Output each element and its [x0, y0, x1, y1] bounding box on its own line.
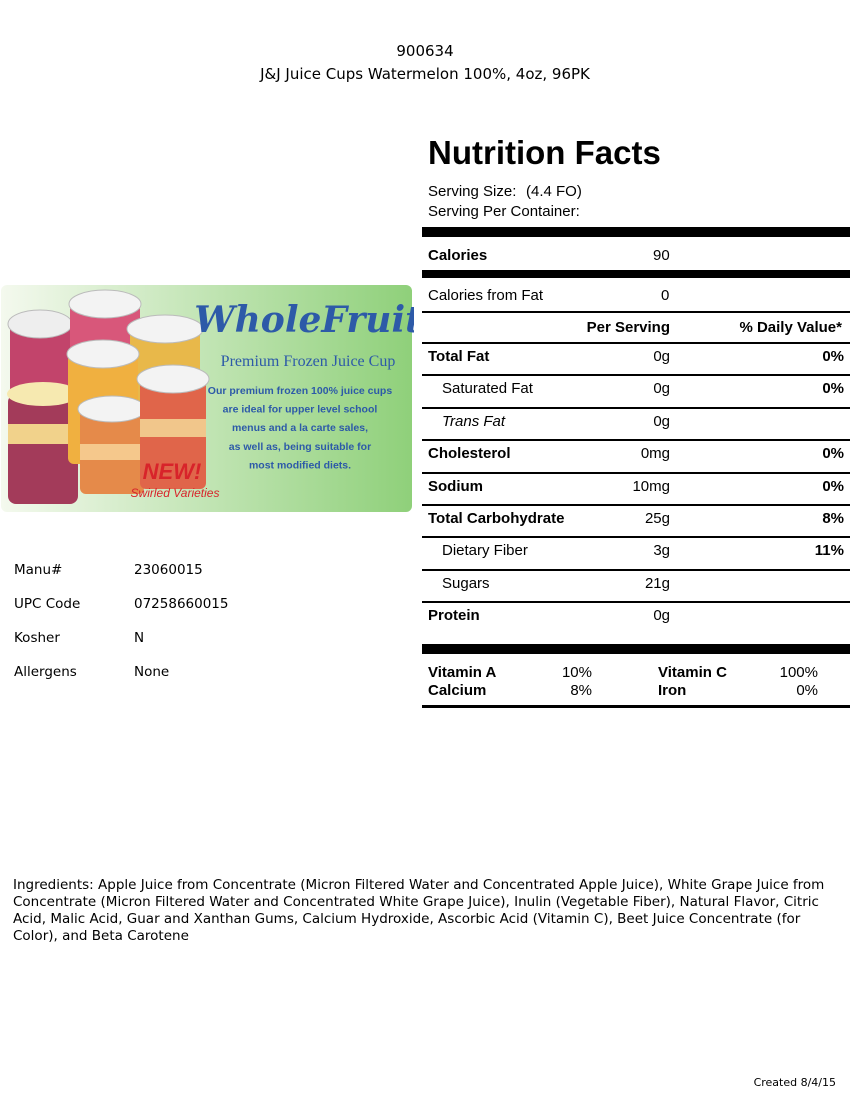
nutrient-amount: 0g	[653, 348, 670, 365]
description-line: Our premium frozen 100% juice cups	[208, 385, 393, 397]
rule	[422, 471, 850, 474]
rule	[422, 536, 850, 539]
nutrient-amount: 0g	[653, 380, 670, 398]
rule	[422, 374, 850, 377]
detail-value: N	[134, 630, 145, 646]
servings-label: Serving Per Container:	[428, 203, 580, 220]
vitamin-name: Vitamin C	[658, 664, 727, 681]
promo-image: WholeFruit Premium Frozen Juice Cup Our …	[1, 285, 414, 512]
vitamin-name: Iron	[658, 682, 687, 699]
rule	[422, 439, 850, 442]
nutrient-name: Saturated Fat	[442, 380, 533, 398]
rule	[422, 311, 850, 313]
nutrient-name: Sodium	[428, 477, 483, 495]
badge: NEW!	[143, 459, 202, 484]
nutrient-daily-value: 0%	[822, 380, 844, 398]
serving-size: (4.4 FO)	[526, 183, 582, 200]
nutrient-name: Sugars	[442, 574, 490, 592]
calories-from-fat-value: 0	[661, 287, 670, 304]
nutrition-title: Nutrition Facts	[428, 134, 661, 171]
rule	[422, 342, 850, 344]
detail-value: None	[134, 664, 170, 680]
vitamin-value: 10%	[561, 664, 592, 681]
tagline: Premium Frozen Juice Cup	[221, 353, 396, 370]
nutrient-name: Total Carbohydrate	[428, 510, 565, 527]
nutrient-daily-value: 0%	[822, 348, 844, 365]
vitamin-value: 8%	[570, 682, 592, 699]
per-serving-header: Per Serving	[586, 319, 670, 336]
nutrient-name: Trans Fat	[442, 412, 506, 430]
vitamin-name: Calcium	[428, 682, 487, 699]
description: Our premium frozen 100% juice cups are id…	[208, 385, 393, 471]
rule	[422, 406, 850, 409]
description-line: are ideal for upper level school	[223, 404, 378, 416]
nutrient-daily-value: 8%	[822, 510, 844, 527]
nutrient-amount: 3g	[653, 542, 670, 560]
footer: Created 8/4/15	[753, 1076, 836, 1089]
detail-label: UPC Code	[14, 596, 81, 612]
nutrient-amount: 0g	[653, 412, 670, 430]
nutrient-amount: 21g	[644, 574, 670, 592]
rule	[422, 227, 850, 237]
vitamin-value: 100%	[779, 664, 818, 681]
nutrient-amount: 0g	[653, 607, 670, 625]
description-line: menus and a la carte sales,	[232, 422, 368, 434]
brand: WholeFruit	[194, 299, 414, 341]
ingredients: Ingredients: Apple Juice from Concentrat…	[13, 877, 825, 944]
badge-sub: Swirled Varieties	[131, 486, 220, 500]
detail-label: Kosher	[14, 630, 60, 646]
rule	[422, 601, 850, 604]
nutrition-facts: Nutrition Facts Serving Size: (4.4 FO) S…	[422, 130, 850, 720]
nutrient-name: Protein	[428, 607, 480, 625]
daily-value-header: % Daily Value*	[739, 319, 842, 336]
product-name: J&J Juice Cups Watermelon 100%, 4oz, 96P…	[260, 65, 590, 83]
cups	[7, 289, 210, 504]
description-line: as well as, being suitable for	[229, 441, 371, 453]
rule	[422, 270, 850, 278]
nutrient-daily-value: 0%	[822, 477, 844, 495]
product-code: 900634	[396, 42, 454, 60]
detail-label: Allergens	[14, 664, 77, 680]
rule	[422, 644, 850, 654]
description-line: most modified diets.	[249, 459, 351, 471]
rule	[422, 568, 850, 571]
calories-value: 90	[653, 247, 670, 264]
vitamin-name: Vitamin A	[428, 664, 497, 681]
nutrient-amount: 0mg	[640, 445, 670, 463]
detail-value: 07258660015	[134, 596, 229, 612]
calories-label: Calories	[428, 247, 488, 264]
detail-value: 23060015	[134, 562, 203, 578]
nutrient-amount: 10mg	[632, 477, 670, 495]
rule	[422, 504, 850, 506]
nutrient-daily-value: 11%	[814, 542, 844, 560]
calories-from-fat-label: Calories from Fat	[428, 287, 544, 304]
detail-label: Manu#	[14, 562, 63, 578]
nutrient-name: Cholesterol	[428, 445, 511, 463]
nutrient-daily-value: 0%	[822, 445, 844, 463]
nutrient-amount: 25g	[644, 510, 670, 527]
nutrient-name: Dietary Fiber	[442, 542, 528, 560]
serving-size-label: Serving Size:	[428, 183, 517, 200]
vitamin-value: 0%	[796, 682, 818, 699]
rule	[422, 705, 850, 708]
nutrient-name: Total Fat	[428, 348, 490, 365]
